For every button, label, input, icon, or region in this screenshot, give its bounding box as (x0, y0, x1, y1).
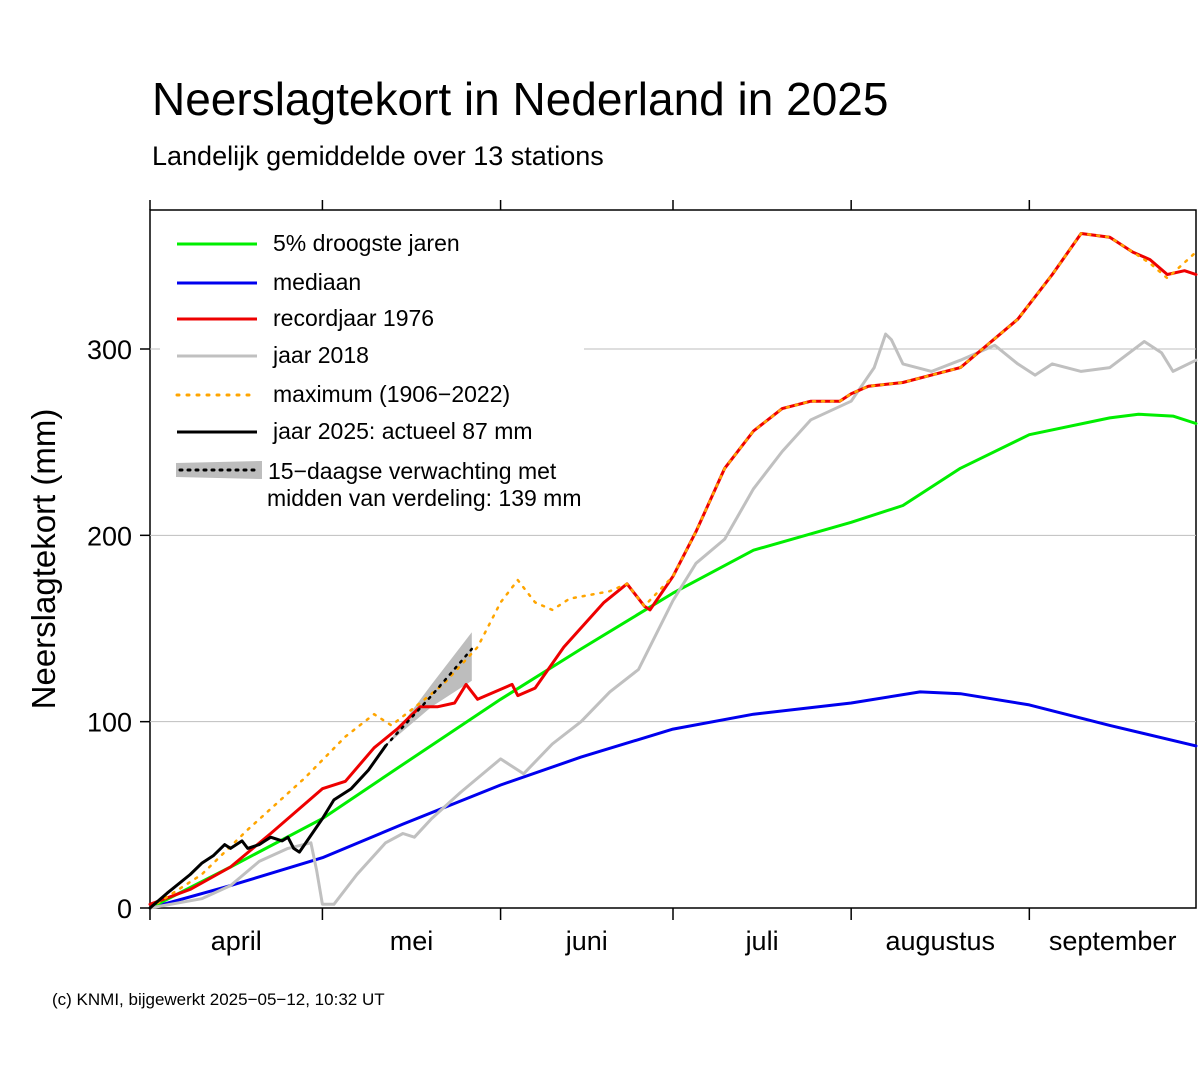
legend-label-maximum: maximum (1906−2022) (273, 381, 510, 407)
x-tick-label-juli: juli (745, 926, 779, 956)
y-tick-label-0: 0 (117, 894, 132, 924)
y-tick-label-200: 200 (87, 521, 132, 551)
legend-label-record1976: recordjaar 1976 (273, 305, 434, 331)
x-tick-label-april: april (211, 926, 262, 956)
series-layer (148, 232, 1198, 910)
series-line-y2018 (148, 332, 1198, 910)
legend-label-forecast-2: midden van verdeling: 139 mm (267, 485, 582, 511)
x-tick-label-september: september (1049, 926, 1177, 956)
series-line-median (148, 690, 1198, 910)
series-line-maximum (148, 232, 1198, 910)
x-tick-label-augustus: augustus (885, 926, 995, 956)
chart-title: Neerslagtekort in Nederland in 2025 (152, 73, 888, 125)
axis-layer: 0 100 200 300 april mei juni juli augustus septem… (87, 200, 1177, 956)
footer-credit: (c) KNMI, bijgewerkt 2025−05−12, 10:32 U… (52, 990, 385, 1009)
y-tick-label-300: 300 (87, 335, 132, 365)
x-tick-label-juni: juni (565, 926, 608, 956)
y-tick-label-100: 100 (87, 708, 132, 738)
legend-label-median: mediaan (273, 269, 361, 295)
legend-label-forecast-1: 15−daagse verwachting met (268, 458, 557, 484)
x-tick-label-mei: mei (390, 926, 434, 956)
series-line-y2025 (148, 744, 388, 910)
y-axis-label: Neerslagtekort (mm) (25, 409, 62, 710)
series-line-p5 (148, 412, 1198, 910)
legend-label-y2025: jaar 2025: actueel 87 mm (272, 418, 533, 444)
series-line-record1976 (148, 232, 1198, 906)
legend: 5% droogste jaren mediaan recordjaar 197… (160, 222, 584, 522)
chart-subtitle: Landelijk gemiddelde over 13 stations (152, 141, 604, 171)
legend-label-y2018: jaar 2018 (272, 342, 369, 368)
plot-area: 0 100 200 300 april mei juni juli augustus septem… (87, 200, 1198, 956)
legend-label-p5: 5% droogste jaren (273, 230, 460, 256)
